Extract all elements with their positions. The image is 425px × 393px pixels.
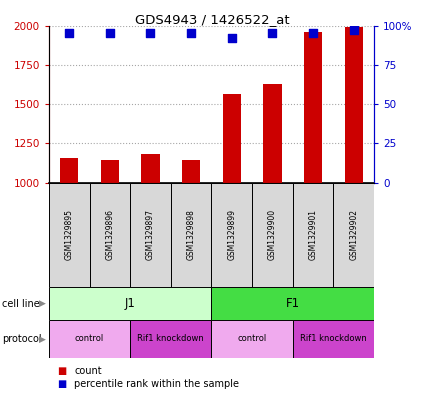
Text: count: count bbox=[74, 366, 102, 376]
Point bbox=[106, 30, 113, 37]
Bar bbox=[252, 183, 293, 287]
Bar bbox=[142, 154, 160, 183]
Text: control: control bbox=[75, 334, 104, 343]
Bar bbox=[293, 183, 333, 287]
Bar bbox=[60, 158, 78, 183]
Bar bbox=[49, 287, 211, 320]
Point bbox=[310, 30, 317, 37]
Text: GSM1329896: GSM1329896 bbox=[105, 209, 114, 260]
Bar bbox=[211, 320, 293, 358]
Bar bbox=[263, 84, 281, 183]
Text: ▶: ▶ bbox=[39, 299, 46, 308]
Text: percentile rank within the sample: percentile rank within the sample bbox=[74, 379, 239, 389]
Bar bbox=[304, 32, 322, 183]
Text: control: control bbox=[238, 334, 267, 343]
Text: GSM1329899: GSM1329899 bbox=[227, 209, 236, 260]
Point bbox=[350, 27, 357, 33]
Bar bbox=[130, 183, 171, 287]
Bar bbox=[345, 27, 363, 183]
Point bbox=[228, 35, 235, 41]
Bar bbox=[182, 160, 200, 183]
Text: GSM1329898: GSM1329898 bbox=[187, 209, 196, 260]
Text: protocol: protocol bbox=[2, 334, 42, 344]
Bar bbox=[211, 183, 252, 287]
Point bbox=[188, 30, 195, 37]
Bar bbox=[49, 183, 90, 287]
Bar bbox=[223, 94, 241, 183]
Text: GDS4943 / 1426522_at: GDS4943 / 1426522_at bbox=[135, 13, 290, 26]
Bar bbox=[49, 320, 130, 358]
Text: ■: ■ bbox=[57, 366, 67, 376]
Text: J1: J1 bbox=[125, 297, 136, 310]
Bar bbox=[90, 183, 130, 287]
Text: GSM1329902: GSM1329902 bbox=[349, 209, 358, 260]
Bar bbox=[130, 320, 211, 358]
Point bbox=[147, 30, 154, 37]
Text: ■: ■ bbox=[57, 379, 67, 389]
Point bbox=[66, 30, 73, 37]
Text: cell line: cell line bbox=[2, 299, 40, 309]
Bar bbox=[101, 160, 119, 183]
Bar bbox=[211, 287, 374, 320]
Text: Rif1 knockdown: Rif1 knockdown bbox=[137, 334, 204, 343]
Text: GSM1329895: GSM1329895 bbox=[65, 209, 74, 260]
Text: GSM1329901: GSM1329901 bbox=[309, 209, 317, 260]
Text: ▶: ▶ bbox=[39, 334, 46, 343]
Text: GSM1329897: GSM1329897 bbox=[146, 209, 155, 260]
Bar bbox=[171, 183, 211, 287]
Text: F1: F1 bbox=[286, 297, 300, 310]
Bar bbox=[333, 183, 374, 287]
Text: Rif1 knockdown: Rif1 knockdown bbox=[300, 334, 367, 343]
Bar bbox=[293, 320, 374, 358]
Text: GSM1329900: GSM1329900 bbox=[268, 209, 277, 261]
Point bbox=[269, 30, 276, 37]
